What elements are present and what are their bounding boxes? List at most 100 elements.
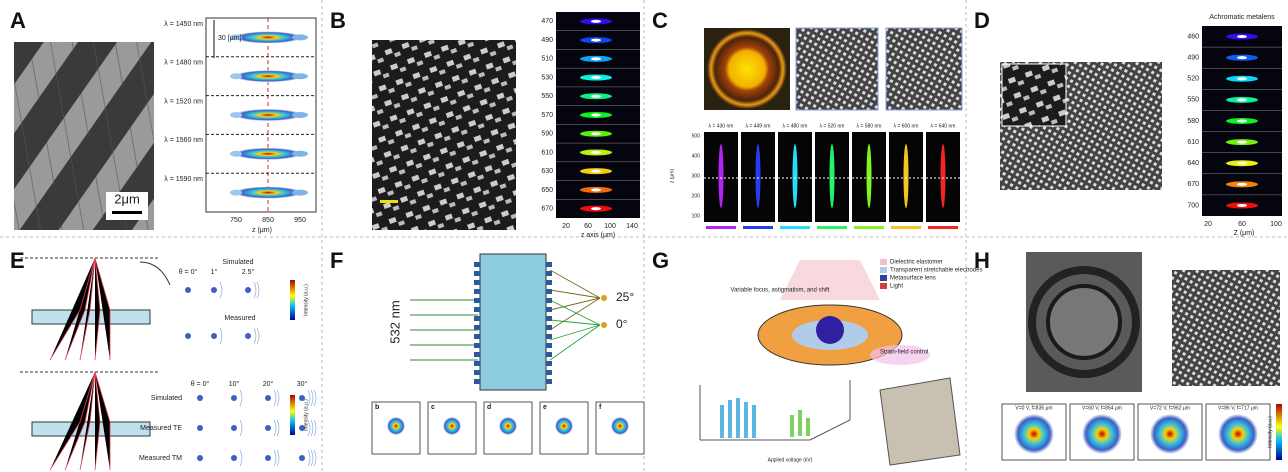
nanostructure	[546, 298, 552, 303]
nanostructure	[546, 334, 552, 339]
nanostructure	[546, 280, 552, 285]
fringe	[277, 420, 279, 436]
label: 20	[1204, 221, 1212, 228]
fringe	[240, 420, 242, 436]
nanostructure	[474, 262, 480, 267]
lens-disk	[707, 29, 787, 109]
label: Intensity (a.u.)	[303, 284, 309, 316]
side-lobe	[230, 73, 242, 79]
nanostructure	[474, 379, 480, 384]
nanostructure	[474, 361, 480, 366]
focal-core	[1237, 56, 1247, 59]
nanostructure	[474, 334, 480, 339]
label: Strain-field control	[880, 350, 928, 356]
side-lobe	[292, 190, 308, 196]
label: Applied voltage (kV)	[768, 457, 813, 463]
label: λ = 1560 nm	[164, 137, 203, 144]
side-lobe	[230, 112, 242, 118]
nanostructure	[546, 316, 552, 321]
focal-core	[591, 20, 601, 23]
label: 20°	[263, 380, 274, 388]
focal-beam	[719, 144, 724, 208]
label: 400	[692, 153, 701, 159]
nanostructure	[546, 271, 552, 276]
fringe	[274, 450, 276, 466]
side-lobe	[292, 34, 308, 40]
colorbar	[743, 226, 773, 229]
label: λ = 1590 nm	[164, 176, 203, 183]
spot	[197, 425, 203, 431]
label: Metasurface lens	[890, 276, 936, 282]
panel-letter: B	[330, 8, 346, 33]
focal-spot	[234, 31, 302, 43]
focal-beam	[830, 144, 835, 208]
colorbar	[817, 226, 847, 229]
label: 140	[626, 223, 638, 230]
focal-core	[591, 57, 601, 60]
spot	[1150, 414, 1190, 454]
label: 100	[604, 223, 616, 230]
label: Measured TM	[139, 455, 182, 462]
spot	[211, 287, 217, 293]
focal-core	[1237, 204, 1247, 207]
nanostructure	[546, 343, 552, 348]
nanostructure	[474, 289, 480, 294]
colorbar	[290, 280, 295, 320]
legend-swatch	[880, 267, 887, 273]
side-lobe	[292, 112, 308, 118]
nanostructure	[474, 352, 480, 357]
nanostructure	[546, 361, 552, 366]
label: θ = 0°	[179, 268, 198, 276]
focal-core	[1237, 162, 1247, 165]
nanostructure	[474, 271, 480, 276]
focal-core	[591, 170, 601, 173]
label: 580	[1187, 118, 1199, 125]
nanostructure	[474, 307, 480, 312]
label: 100	[692, 213, 701, 219]
spot	[211, 333, 217, 339]
label: V=0 V, f=835 μm	[1015, 405, 1052, 411]
focal-core	[1237, 120, 1247, 123]
focal-spot	[234, 70, 302, 82]
label: Light	[890, 284, 903, 290]
side-lobe	[292, 73, 308, 79]
sem-image	[796, 28, 878, 110]
fringe	[277, 450, 279, 466]
label: 670	[1187, 181, 1199, 188]
label: λ = 449 nm	[746, 123, 771, 129]
focal-beam	[867, 144, 872, 208]
colorbar	[1276, 404, 1282, 460]
label: V=86 V, f=717 μm	[1218, 405, 1258, 411]
spot	[185, 333, 191, 339]
label: λ = 600 nm	[894, 123, 919, 129]
label: 700	[1187, 202, 1199, 209]
fringe	[314, 420, 316, 436]
spot	[185, 287, 191, 293]
label: 550	[1187, 97, 1199, 104]
panel-letter: G	[652, 248, 669, 273]
label: b	[375, 404, 379, 411]
colorbar	[891, 226, 921, 229]
focal-core	[1237, 183, 1247, 186]
fringe	[274, 420, 276, 436]
label: 490	[541, 37, 553, 44]
label: λ = 430 nm	[709, 123, 734, 129]
label: 1°	[211, 268, 218, 276]
scale-bar	[112, 211, 142, 214]
legend-swatch	[880, 275, 887, 281]
focal-beam	[756, 144, 761, 208]
scale-bar	[380, 200, 398, 203]
label: Variable focus, astigmatism, and shift	[731, 288, 830, 294]
label: V=72 V, f=962 μm	[1150, 405, 1190, 411]
label: 500	[692, 133, 701, 139]
label: Z (μm)	[1234, 230, 1255, 237]
focal-spot	[234, 187, 302, 199]
fringe	[314, 450, 316, 466]
label: 510	[541, 56, 553, 63]
label: Simulated	[222, 259, 253, 266]
spot	[197, 455, 203, 461]
nanostructure	[474, 280, 480, 285]
focal-core	[1237, 35, 1247, 38]
spot	[555, 417, 573, 435]
label: Measured TE	[140, 425, 182, 432]
